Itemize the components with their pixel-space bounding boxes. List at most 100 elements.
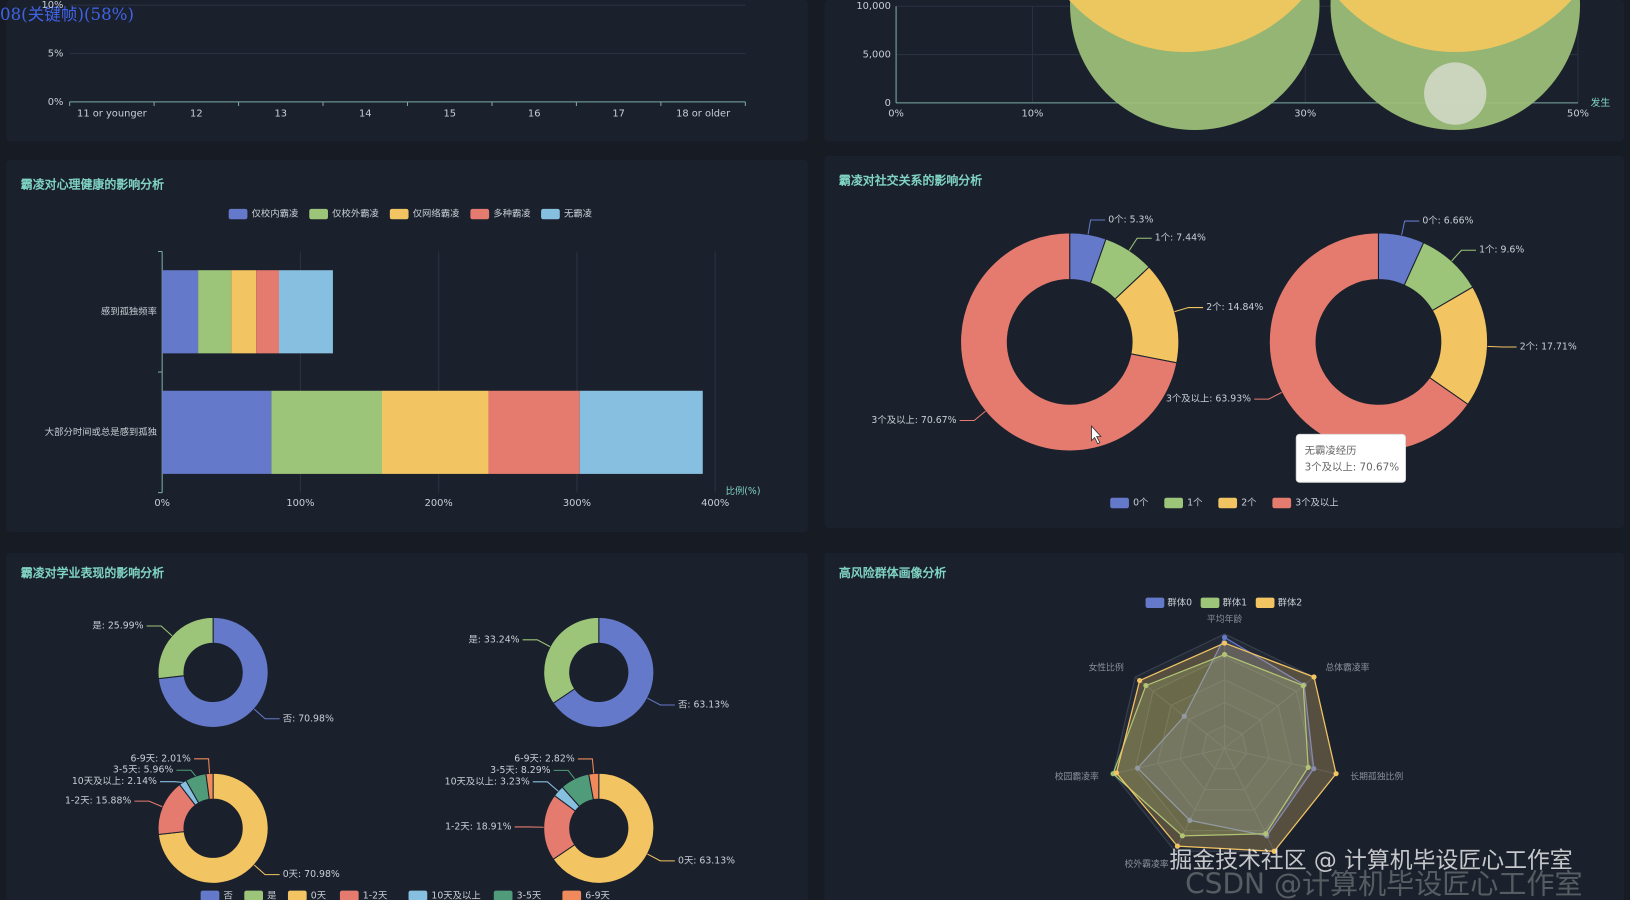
radar-point [1300,682,1306,689]
legend-swatch [244,890,264,900]
legend-swatch [1255,597,1275,608]
legend-label: 0个 [1133,498,1149,509]
slice-label: 6-9天: 2.82% [514,753,575,764]
label-leader [1254,391,1282,400]
radar-indicator: 校外霸凌率 [1124,858,1168,870]
x-tick-label: 30% [1294,108,1316,119]
y-tick-label: 0% [48,97,64,108]
donut-slice [552,616,655,728]
radar-axis [1134,676,1225,749]
legend-label: 3个及以上 [1295,498,1338,509]
x-tick-label: 11 or younger [77,108,148,119]
bar-segment [271,390,383,474]
donut-slice [543,616,600,705]
y-tick-label: 大部分时间或总是感到孤独 [45,426,157,438]
radar-area [1115,642,1337,852]
label-leader [1174,307,1204,313]
legend-label: 否 [224,890,233,900]
slice-label: 1个: 9.6% [1479,245,1524,256]
slice-label: 10天及以上: 3.23% [445,776,530,787]
label-leader [160,781,183,783]
legend-swatch [200,890,220,900]
slice-label: 0个: 6.66% [1422,216,1473,227]
bar-segment [382,390,489,474]
label-leader [1087,219,1106,235]
label-leader [647,697,675,706]
label-leader [176,769,197,777]
x-axis-label: 比例(%) [726,485,761,497]
bar-segment [162,270,199,354]
label-leader [146,625,173,637]
bar-segment [579,390,703,474]
bar-segment [198,270,232,354]
radar-point [1113,770,1120,776]
legend-label: 仅校内霸凌 [252,208,299,220]
donut-slice [960,232,1178,452]
label-leader [532,781,559,792]
x-tick-label: 17 [612,108,625,119]
legend-label: 群体1 [1222,596,1247,608]
legend-swatch [1272,497,1292,509]
slice-label: 否: 70.98% [283,713,334,724]
tooltip-title: 无霸凌经历 [1305,444,1357,457]
panel-title: 霸凌对学业表现的影响分析 [21,565,164,580]
y-tick-label: 10% [41,0,63,11]
slice-label: 否: 63.13% [678,700,729,711]
slice-label: 1个: 7.44% [1155,233,1206,244]
legend-label: 10天及以上 [431,890,480,900]
legend-swatch [1164,497,1183,509]
radar-point [1174,843,1181,849]
x-tick-label: 14 [359,108,372,119]
y-tick-label: 10,000 [856,1,891,12]
x-tick-label: 16 [528,108,541,119]
radar-point [1311,766,1317,772]
slice-label: 2个: 14.84% [1206,302,1263,313]
bubble [1424,62,1487,125]
legend-label: 6-9天 [585,890,610,900]
x-tick-label: 12 [190,108,203,119]
slice-label: 0个: 5.3% [1108,215,1153,226]
radar-indicator: 总体霸凌率 [1325,661,1369,673]
label-leader [1487,345,1517,348]
label-leader [522,639,551,648]
legend-label: 无霸凌 [564,208,593,220]
label-leader [577,758,595,774]
radar-area [1112,653,1309,837]
legend-label: 是 [267,890,276,900]
x-axis-label: 发生 [1590,96,1610,109]
legend-swatch [470,208,490,220]
bar-segment [488,390,580,474]
radar-indicator: 校园霸凌率 [1055,770,1099,782]
radar-point [1137,677,1143,684]
x-tick-label: 300% [563,498,591,509]
label-leader [253,864,280,876]
tooltip-text: 3个及以上: 70.67% [1305,462,1400,474]
legend-label: 群体2 [1278,596,1303,608]
y-tick-label: 0 [885,98,891,109]
bar-segment [278,270,333,354]
legend-label: 仅网络霸凌 [413,208,460,220]
panel [6,552,808,900]
label-leader [1128,237,1152,251]
bubble [1069,0,1302,52]
bubble-layer [1069,0,1580,130]
donut-slice [157,616,214,680]
slice-label: 3个及以上: 63.93% [1166,394,1251,405]
legend-label: 多种霸凌 [493,208,531,220]
radar-point [1221,640,1228,646]
legend-swatch [1218,497,1238,509]
x-tick-label: 10% [1022,108,1044,119]
legend-swatch [228,208,248,220]
bar-segment [162,390,272,474]
radar-point [1311,674,1317,680]
slice-label: 是: 33.24% [468,634,519,645]
watermark: CSDN @计算机毕设匠心工作室 [1185,867,1582,900]
radar-point [1221,651,1228,658]
donut-slice [205,772,214,801]
legend-swatch [309,208,328,220]
legend-swatch [1145,597,1165,608]
overlay-annotation: 08(关键帧)(58%) [0,5,134,24]
y-tick-label: 5% [48,49,64,60]
x-tick-label: 50% [1567,108,1589,119]
